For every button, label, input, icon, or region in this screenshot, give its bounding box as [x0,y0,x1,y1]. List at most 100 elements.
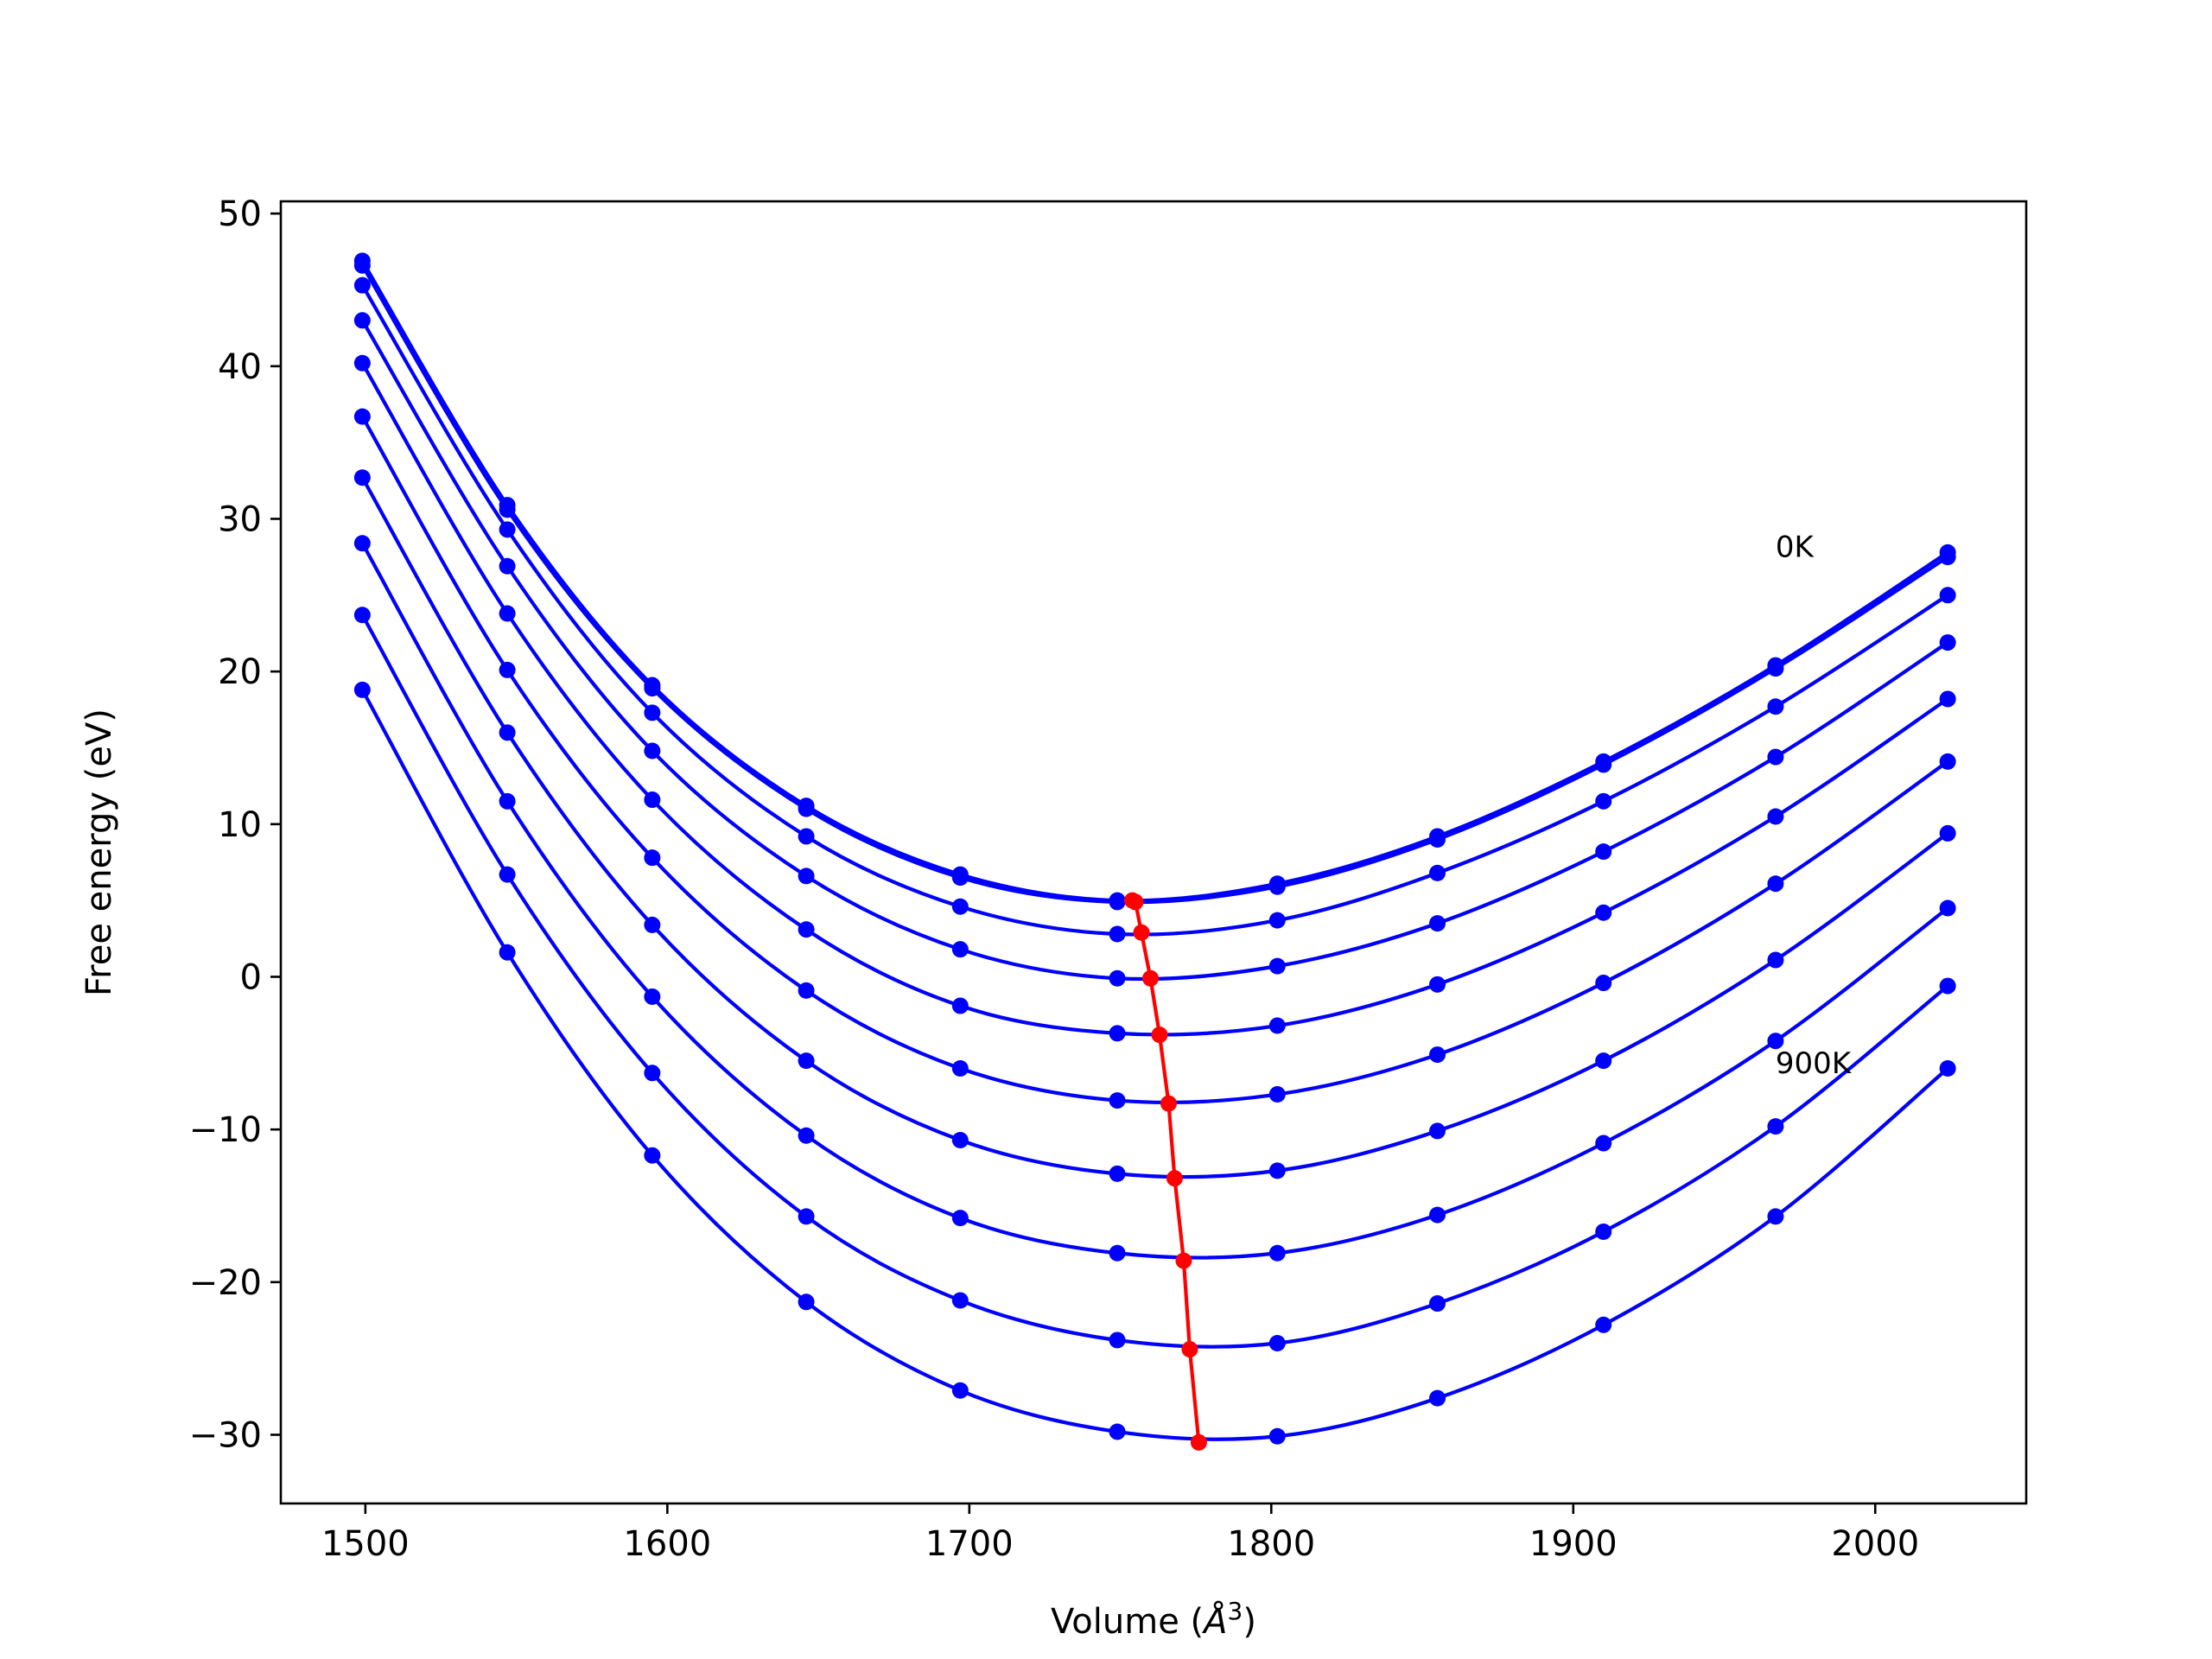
data-point [1109,925,1126,943]
data-point [1268,912,1286,929]
data-point [499,792,516,810]
data-point [1595,975,1612,992]
data-point [1595,1224,1612,1241]
data-point [1595,1052,1612,1070]
series-5 [353,354,1956,1042]
data-point [1268,1427,1286,1445]
minimum-point [1160,1095,1177,1112]
data-point [798,982,815,999]
data-point [353,276,371,294]
data-point [1109,1332,1126,1349]
y-tick-label: −20 [189,1263,262,1303]
data-point [1767,1118,1784,1135]
series-line [360,476,1949,1179]
data-point [499,724,516,741]
data-point [951,1132,969,1149]
data-point [644,916,661,933]
y-tick-label: −10 [189,1110,262,1150]
data-point [1595,843,1612,861]
data-point [353,257,371,274]
data-point [1268,957,1286,975]
data-point [951,869,969,887]
data-point [1595,1135,1612,1152]
series-7 [353,469,1956,1182]
data-point [644,680,661,697]
data-point [353,607,371,624]
y-tick-label: −30 [189,1415,262,1455]
data-point [1268,1244,1286,1262]
data-point [1767,748,1784,766]
data-point [644,791,661,809]
data-point [1939,634,1956,652]
data-point [951,997,969,1014]
data-point [1595,756,1612,773]
data-point [353,312,371,329]
data-point [1939,977,1956,995]
minimum-line-layer [1124,892,1207,1451]
data-point [1429,864,1446,881]
data-point [1109,1025,1126,1042]
data-point [1767,1208,1784,1225]
minimum-point [1190,1433,1207,1451]
data-point [1429,976,1446,993]
minimum-point [1151,1027,1168,1044]
data-point [353,681,371,698]
data-point [644,1065,661,1082]
data-point [499,605,516,622]
series-line [360,689,1949,1441]
y-tick-label: 10 [218,805,262,845]
y-tick-label: 30 [218,499,262,539]
series-line [360,542,1949,1260]
data-point [1595,904,1612,921]
x-axis-label: Volume (Å3) [1051,1597,1256,1642]
y-tick-label: 20 [218,652,262,692]
data-point [1939,549,1956,566]
x-tick-label: 1500 [321,1524,410,1564]
curves-layer [353,252,1956,1445]
data-point [1939,753,1956,770]
series-8 [353,535,1956,1262]
data-point [1109,969,1126,987]
data-point [353,408,371,425]
data-point [1595,1316,1612,1333]
data-point [798,1294,815,1311]
data-point [951,1059,969,1077]
minimum-point [1133,924,1150,941]
data-point [1767,808,1784,825]
data-point [499,866,516,883]
data-point [353,354,371,372]
data-point [1767,660,1784,677]
data-point [1429,1206,1446,1224]
data-point [1429,1122,1446,1140]
data-point [1109,1165,1126,1182]
data-point [1268,1162,1286,1179]
data-point [1429,1295,1446,1313]
data-point [798,1208,815,1225]
y-tick-label: 50 [218,194,262,234]
data-point [644,988,661,1005]
data-point [798,921,815,938]
annotations-layer: 0K 900K [1776,531,1853,1081]
data-point [798,1052,815,1070]
data-point [1767,1033,1784,1050]
data-point [1767,698,1784,715]
data-point [951,1382,969,1399]
data-point [499,501,516,518]
x-axis-ticks: 1500 1600 1700 1800 1900 2000 [321,1503,1919,1564]
minimum-point [1127,893,1144,911]
data-point [644,1147,661,1164]
data-point [499,661,516,678]
data-point [353,535,371,552]
data-point [499,521,516,538]
data-point [1109,893,1126,911]
data-point [644,849,661,867]
series-line [360,264,1949,905]
data-point [1268,1086,1286,1103]
data-point [951,941,969,958]
plot-frame [279,200,2028,1505]
data-point [1268,1334,1286,1351]
minimum-point [1181,1341,1198,1358]
series-4 [353,312,1956,987]
